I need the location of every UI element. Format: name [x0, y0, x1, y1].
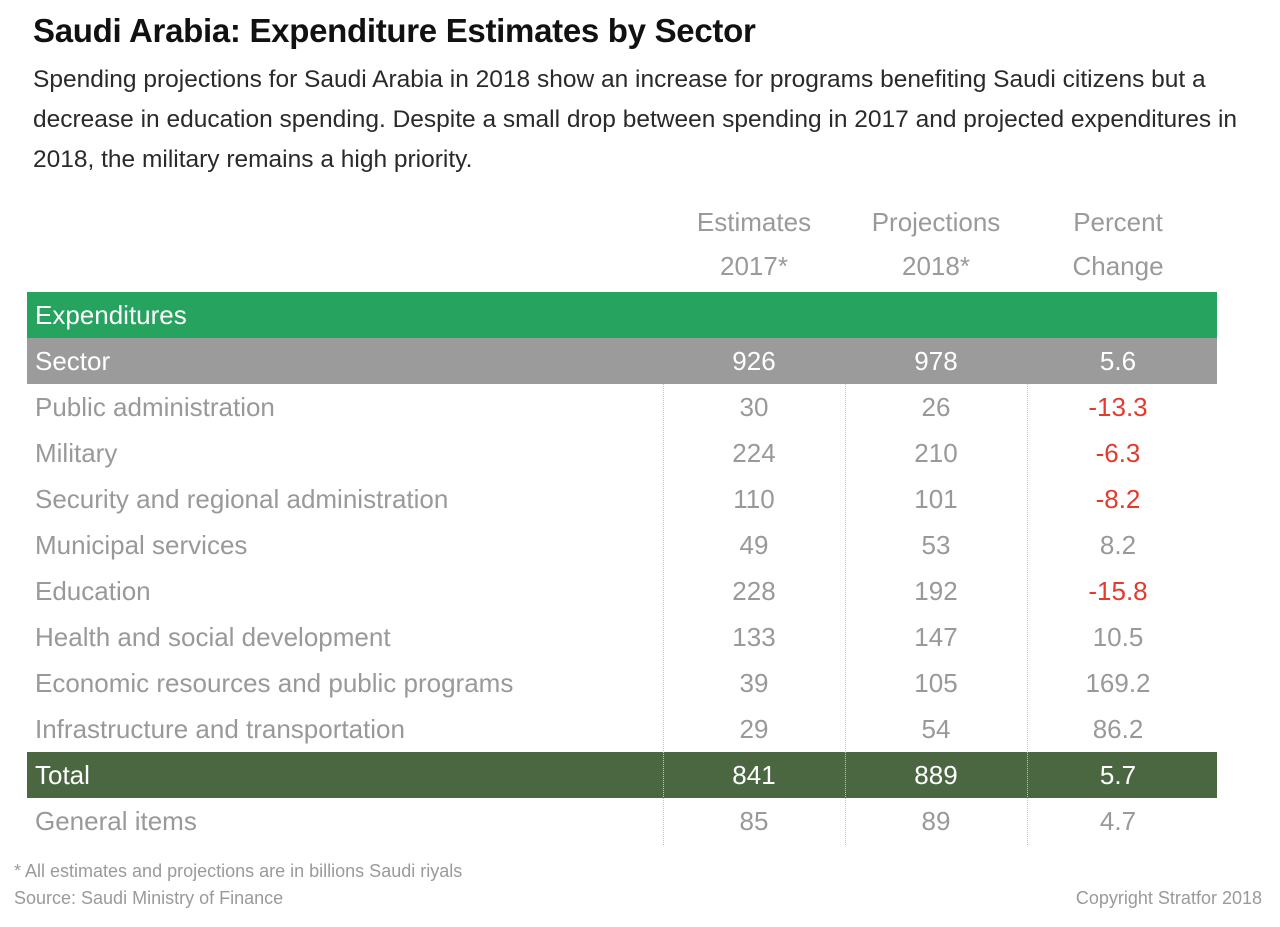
estimate-2017-cell: 30 — [739, 392, 769, 422]
column-header-line2: 2018* — [902, 251, 970, 281]
table-row: General items 85 89 4.7 — [27, 798, 1217, 844]
expenditures-band-label: Expenditures — [35, 300, 187, 330]
percent-change-cell: 5.6 — [1099, 346, 1137, 376]
row-label: Public administration — [35, 392, 275, 422]
column-divider — [845, 384, 846, 845]
percent-change-cell: 8.2 — [1099, 530, 1137, 560]
column-divider — [663, 384, 664, 845]
estimate-2017-cell: 29 — [739, 714, 769, 744]
row-label: Economic resources and public programs — [35, 668, 514, 698]
estimate-2017-cell: 85 — [739, 806, 769, 836]
row-label: Total — [35, 760, 90, 790]
projection-2018-cell: 53 — [921, 530, 951, 560]
projection-2018-cell: 889 — [914, 760, 958, 790]
column-header-line1: Projections — [871, 207, 1001, 237]
projection-2018-cell: 147 — [914, 622, 958, 652]
table-row: Total 841 889 5.7 — [27, 752, 1217, 798]
table-row: Economic resources and public programs 39… — [27, 660, 1217, 706]
percent-change-cell: 169.2 — [1085, 668, 1151, 698]
column-header-estimates-2017: Estimates 2017* — [663, 200, 845, 288]
column-header-percent-change: Percent Change — [1027, 200, 1209, 288]
column-header-line2: 2017* — [720, 251, 788, 281]
table-row: Sector 926 978 5.6 — [27, 338, 1217, 384]
projection-2018-cell: 978 — [914, 346, 958, 376]
page-subtitle: Spending projections for Saudi Arabia in… — [33, 66, 1238, 173]
table-row: Military 224 210 -6.3 — [27, 430, 1217, 476]
estimate-2017-cell: 224 — [732, 438, 776, 468]
row-label: Sector — [35, 346, 111, 376]
expenditures-band: Expenditures — [27, 292, 1217, 338]
column-header-line1: Percent — [1073, 207, 1163, 237]
expenditure-table: Estimates 2017* Projections 2018* Percen… — [27, 200, 1217, 844]
column-divider — [1027, 384, 1028, 845]
table-body: Sector 926 978 5.6 Public administration 30 26… — [27, 338, 1217, 844]
percent-change-cell: -6.3 — [1095, 438, 1141, 468]
percent-change-cell: 10.5 — [1092, 622, 1144, 652]
table-row: Security and regional administration 110 1… — [27, 476, 1217, 522]
table-row: Health and social development 133 147 10.5 — [27, 614, 1217, 660]
row-label: Education — [35, 576, 151, 606]
copyright-note: Copyright Stratfor 2018 — [1075, 888, 1262, 908]
column-header-line1: Estimates — [696, 207, 812, 237]
estimate-2017-cell: 49 — [739, 530, 769, 560]
page-title: Saudi Arabia: Expenditure Estimates by S… — [33, 12, 756, 49]
projection-2018-cell: 192 — [914, 576, 958, 606]
projection-2018-cell: 26 — [921, 392, 951, 422]
estimate-2017-cell: 926 — [732, 346, 776, 376]
table-row: Municipal services 49 53 8.2 — [27, 522, 1217, 568]
estimate-2017-cell: 228 — [732, 576, 776, 606]
column-header-line2: Change — [1072, 251, 1164, 281]
footnote: * All estimates and projections are in b… — [14, 861, 463, 881]
estimate-2017-cell: 133 — [732, 622, 776, 652]
table-row: Infrastructure and transportation 29 54 86.… — [27, 706, 1217, 752]
percent-change-cell: 86.2 — [1092, 714, 1144, 744]
table-row: Education 228 192 -15.8 — [27, 568, 1217, 614]
estimate-2017-cell: 841 — [732, 760, 776, 790]
column-header-row: Estimates 2017* Projections 2018* Percen… — [27, 200, 1217, 292]
projection-2018-cell: 89 — [921, 806, 951, 836]
row-label: Security and regional administration — [35, 484, 449, 514]
projection-2018-cell: 210 — [914, 438, 958, 468]
row-label: Municipal services — [35, 530, 248, 560]
projection-2018-cell: 54 — [921, 714, 951, 744]
percent-change-cell: -15.8 — [1088, 576, 1148, 606]
projection-2018-cell: 105 — [914, 668, 958, 698]
percent-change-cell: 5.7 — [1099, 760, 1137, 790]
row-label: Health and social development — [35, 622, 391, 652]
estimate-2017-cell: 39 — [739, 668, 769, 698]
row-label: Military — [35, 438, 118, 468]
percent-change-cell: -8.2 — [1095, 484, 1141, 514]
source-note: Source: Saudi Ministry of Finance — [14, 888, 284, 908]
row-label: Infrastructure and transportation — [35, 714, 405, 744]
percent-change-cell: -13.3 — [1088, 392, 1148, 422]
column-header-projections-2018: Projections 2018* — [845, 200, 1027, 288]
projection-2018-cell: 101 — [914, 484, 958, 514]
estimate-2017-cell: 110 — [733, 484, 775, 514]
percent-change-cell: 4.7 — [1099, 806, 1137, 836]
table-row: Public administration 30 26 -13.3 — [27, 384, 1217, 430]
row-label: General items — [35, 806, 197, 836]
